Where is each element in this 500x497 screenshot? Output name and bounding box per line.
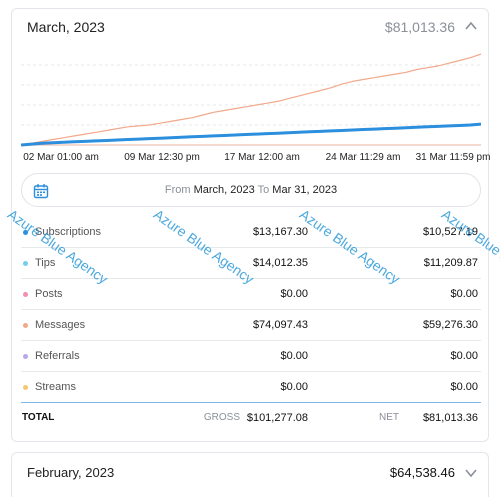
row-gross: $0.00 (280, 350, 308, 362)
row-net: $0.00 (450, 381, 478, 393)
row-gross: $0.00 (280, 381, 308, 393)
row-label: Streams (35, 381, 76, 393)
month-card-february[interactable]: February, 2023 $64,538.46 (11, 452, 489, 497)
gross-total-value: $101,277.08 (246, 412, 308, 424)
legend-dot (23, 354, 28, 359)
legend-dot (23, 261, 28, 266)
row-net: $10,527.19 (422, 226, 478, 238)
month-title: February, 2023 (27, 465, 115, 480)
chart-series-line-1 (21, 122, 481, 147)
breakdown-row-posts: Posts $0.00 $0.00 (21, 279, 481, 310)
earnings-line-chart (21, 53, 481, 147)
month-net-total: $64,538.46 (389, 465, 455, 480)
net-label: NET (379, 412, 399, 423)
breakdown-row-referrals: Referrals $0.00 $0.00 (21, 341, 481, 372)
row-gross: $74,097.43 (252, 319, 308, 331)
chevron-up-icon[interactable] (464, 20, 478, 32)
row-gross: $0.00 (280, 288, 308, 300)
row-label: Posts (35, 288, 63, 300)
totals-row: TOTAL GROSS $101,277.08 NET $81,013.36 (21, 402, 481, 432)
chart-series-line-0 (21, 53, 481, 146)
date-range-text: From March, 2023 To Mar 31, 2023 (22, 184, 480, 196)
x-tick-label: 24 Mar 11:29 am (325, 152, 401, 163)
breakdown-row-messages: Messages $74,097.43 $59,276.30 (21, 310, 481, 341)
legend-dot (23, 323, 28, 328)
x-tick-label: 17 Mar 12:00 am (224, 152, 300, 163)
range-from-value[interactable]: March, 2023 (193, 184, 255, 196)
month-net-total: $81,013.36 (384, 19, 455, 35)
gross-label: GROSS (203, 412, 240, 423)
range-to-label: To (257, 184, 270, 196)
month-card-header[interactable]: March, 2023 $81,013.36 (12, 9, 488, 43)
breakdown-row-tips: Tips $14,012.35 $11,209.87 (21, 248, 481, 279)
net-total-value: $81,013.36 (422, 412, 478, 424)
legend-dot (23, 385, 28, 390)
range-from-label: From (164, 184, 191, 196)
legend-dot (23, 230, 28, 235)
month-title: March, 2023 (27, 19, 105, 35)
row-label: Messages (35, 319, 86, 331)
calendar-icon[interactable] (33, 183, 49, 199)
x-tick-label: 02 Mar 01:00 am (23, 152, 99, 163)
total-label: TOTAL (22, 412, 55, 423)
chevron-down-icon[interactable] (464, 467, 478, 479)
breakdown-row-streams: Streams $0.00 $0.00 (21, 372, 481, 403)
chart-x-axis: 02 Mar 01:00 am 09 Mar 12:30 pm 17 Mar 12:… (21, 152, 490, 166)
row-net: $59,276.30 (422, 319, 478, 331)
range-to-value[interactable]: Mar 31, 2023 (272, 184, 338, 196)
row-net: $0.00 (450, 350, 478, 362)
row-gross: $14,012.35 (252, 257, 308, 269)
row-net: $0.00 (450, 288, 478, 300)
row-net: $11,209.87 (423, 257, 478, 269)
x-tick-label: 31 Mar 11:59 pm (415, 152, 491, 163)
month-card-march: March, 2023 $81,013.36 02 Mar 01:00 am 09… (11, 8, 490, 442)
row-label: Subscriptions (35, 226, 102, 238)
date-range-selector[interactable]: From March, 2023 To Mar 31, 2023 (21, 173, 481, 207)
legend-dot (23, 292, 28, 297)
breakdown-row-subscriptions: Subscriptions $13,167.30 $10,527.19 (21, 217, 481, 248)
row-label: Tips (35, 257, 56, 269)
row-label: Referrals (35, 350, 80, 362)
x-tick-label: 09 Mar 12:30 pm (124, 152, 200, 163)
earnings-breakdown-list: Subscriptions $13,167.30 $10,527.19 Tips… (21, 217, 481, 403)
row-gross: $13,167.30 (252, 226, 308, 238)
